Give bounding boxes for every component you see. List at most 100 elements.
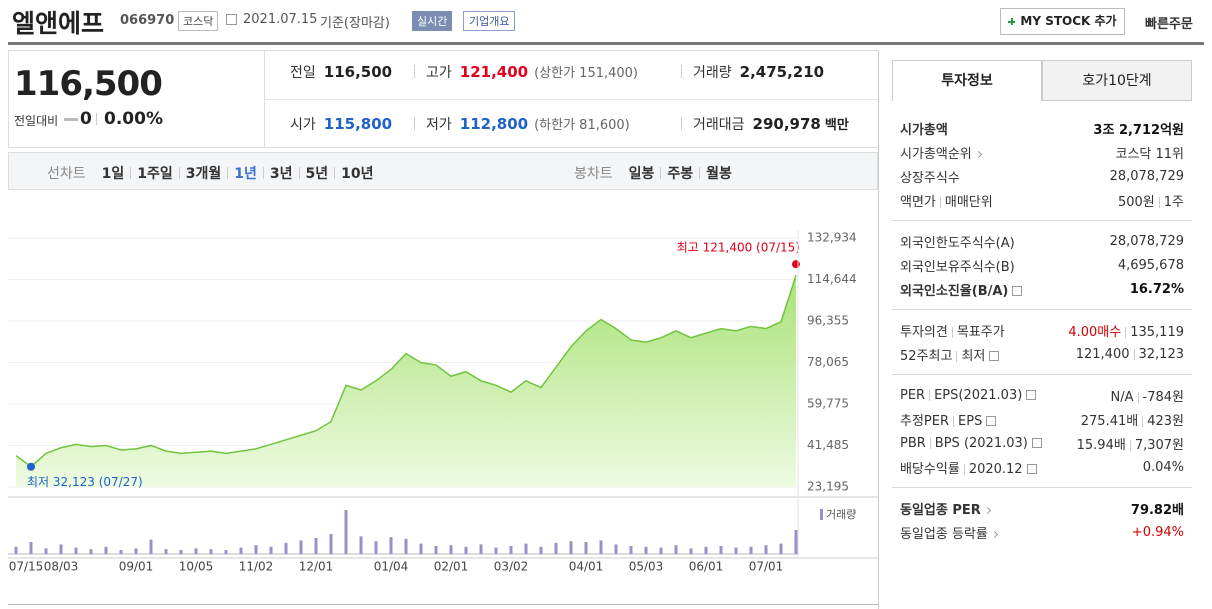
period-option[interactable]: 3개월 — [185, 166, 222, 182]
stat-label: 거래대금 — [693, 117, 745, 133]
quick-order-button[interactable]: 빠른주문 — [1145, 17, 1193, 32]
volume-bar — [659, 547, 663, 554]
volume-bar — [194, 548, 198, 554]
label-part: 외국인소진율(B/A) — [900, 283, 1009, 299]
period-option[interactable]: 5년 — [305, 166, 329, 182]
info-label: 배당수익률 2020.12 — [900, 458, 1037, 477]
info-value: N/A -784원 — [1111, 386, 1184, 405]
stat-sep — [681, 65, 682, 78]
info-label: 동일업종 PER — [900, 499, 991, 518]
period-option[interactable]: 일봉 — [628, 166, 655, 182]
x-tick-label: 03/02 — [494, 560, 529, 574]
info-value: 4.00매수 135,119 — [1068, 321, 1184, 340]
period-sep — [660, 167, 662, 179]
volume-bar — [749, 546, 753, 554]
link-arrow — [974, 150, 982, 158]
label-sep — [929, 389, 931, 401]
stat-value: 115,800 — [323, 115, 393, 133]
info-panel: 시가총액 3조 2,712억원 시가총액순위 코스닥 11위 상장주식수 28,078,7… — [892, 108, 1192, 552]
realtime-button[interactable]: 실시간 — [412, 11, 453, 31]
period-option[interactable]: 3년 — [269, 166, 293, 182]
volume-bar — [254, 545, 258, 554]
volume-bar — [509, 546, 513, 554]
basis: 기준(장마감) — [320, 16, 390, 31]
period-option[interactable]: 1일 — [101, 166, 125, 182]
tab[interactable]: 호가10단계 — [1042, 60, 1192, 101]
info-value: 3조 2,712억원 — [1093, 119, 1184, 138]
period-group: 봉차트 일봉 주봉 월봉 — [574, 163, 732, 183]
volume-bar — [554, 542, 558, 554]
info-row: 외국인보유주식수(B) 4,695,678 — [900, 253, 1184, 277]
panel-divider — [878, 50, 879, 609]
help-icon[interactable] — [1012, 286, 1023, 296]
value-sep — [1137, 391, 1139, 403]
info-value: 79.82배 — [1131, 499, 1184, 518]
stat-value: 112,800 — [459, 115, 529, 133]
volume-bar — [14, 546, 18, 554]
help-icon[interactable] — [1026, 390, 1037, 400]
period-option[interactable]: 10년 — [341, 166, 374, 182]
tab[interactable]: 투자정보 — [892, 60, 1042, 101]
stat: 거래량 2,475,210 — [693, 62, 824, 82]
value-part: 1주 — [1163, 194, 1184, 210]
info-label: 외국인보유주식수(B) — [900, 256, 1015, 275]
period-option[interactable]: 월봉 — [706, 166, 732, 182]
value-part: 코스닥 11위 — [1115, 146, 1184, 162]
value-part: +0.94% — [1131, 524, 1184, 540]
period-option[interactable]: 주봉 — [667, 166, 694, 182]
volume-bar — [44, 548, 48, 554]
volume-bar — [299, 540, 303, 554]
x-tick-label: 09/01 — [119, 560, 154, 574]
stats-box — [265, 50, 878, 148]
value-part: 275.41배 — [1080, 413, 1139, 429]
label-part: 52주최고 — [900, 348, 953, 364]
volume-legend: 거래량 — [826, 508, 856, 521]
label-part: 상장주식수 — [900, 170, 960, 186]
info-label: 시가총액 — [900, 119, 948, 138]
x-tick-label: 07/15 — [9, 560, 44, 574]
period-option[interactable]: 1년 — [234, 166, 257, 182]
label-part: PER — [900, 387, 926, 403]
volume-bar — [404, 538, 408, 554]
period-sep — [334, 167, 336, 179]
volume-bar — [719, 546, 723, 554]
label-part: PBR — [900, 435, 926, 451]
value-part: 7,307원 — [1134, 437, 1184, 453]
help-icon[interactable] — [989, 351, 1000, 361]
volume-bar — [704, 546, 708, 554]
help-icon[interactable] — [986, 416, 997, 426]
change: 0 — [80, 109, 92, 129]
info-label: 외국인소진율(B/A) — [900, 280, 1023, 299]
help-icon[interactable] — [1031, 438, 1042, 448]
value-sep — [1133, 348, 1135, 360]
stat-value: 121,400 — [459, 63, 529, 81]
volume-bar — [239, 547, 243, 554]
volume-bar — [89, 549, 93, 554]
info-row: PER EPS(2021.03) N/A -784원 — [900, 383, 1184, 407]
high-marker — [792, 260, 800, 269]
period-option[interactable]: 1주일 — [137, 166, 173, 182]
mystock-button[interactable]: MY STOCK 추가 — [1000, 8, 1125, 35]
x-tick-label: 10/05 — [179, 560, 214, 574]
y-tick-label: 59,775 — [807, 396, 849, 410]
volume-bar — [164, 549, 168, 554]
mystock-label: MY STOCK 추가 — [1020, 14, 1117, 28]
period-sep — [227, 167, 229, 179]
header-rule — [8, 42, 1204, 45]
volume-bar — [449, 545, 453, 554]
period-group-label: 선차트 — [47, 166, 86, 182]
volume-bar — [794, 530, 798, 554]
plus-icon — [1008, 18, 1016, 25]
overview-button[interactable]: 기업개요 — [463, 11, 516, 31]
info-value: 0.04% — [1143, 460, 1184, 475]
period-sep — [699, 167, 701, 179]
period-sep — [298, 167, 300, 179]
link-arrow — [983, 506, 991, 514]
price-area — [16, 275, 796, 487]
stat-value: 2,475,210 — [739, 63, 825, 81]
stat-label: 거래량 — [693, 65, 732, 81]
value-part: 500원 — [1117, 194, 1155, 210]
volume-bar — [644, 546, 648, 554]
help-icon[interactable] — [1026, 464, 1037, 474]
value-sep — [1125, 326, 1127, 338]
